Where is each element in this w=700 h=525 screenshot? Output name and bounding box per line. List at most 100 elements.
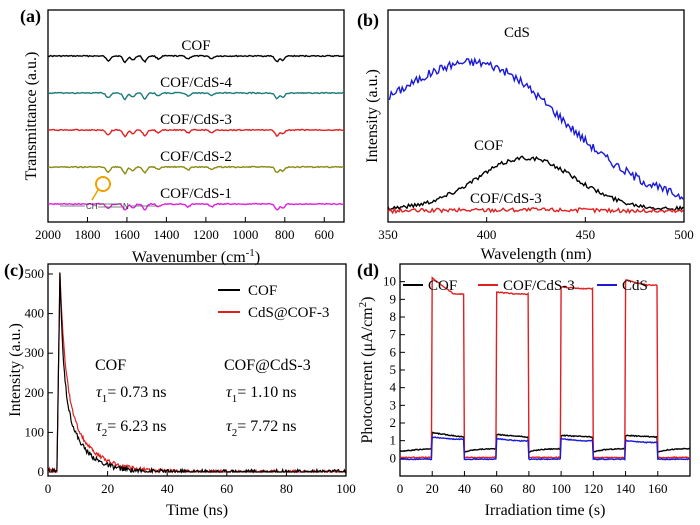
panel-a-label-cof-cds-1: COF/CdS-1 (160, 186, 232, 202)
panel-b-line-cof-cds-3 (387, 206, 684, 215)
panel-a-xtick-label: 2000 (35, 227, 61, 242)
panel-d-legend-label-cofcds3: COF/CdS-3 (503, 278, 575, 294)
panel-c-frame (47, 263, 347, 477)
panel-a-series (47, 54, 345, 211)
panel-b-xtick-label: 450 (576, 227, 596, 242)
panel-b-x-title: Wavelength (nm) (480, 246, 591, 263)
panel-a-line-cof (47, 54, 345, 64)
panel-d-xtick-label: 120 (584, 481, 604, 496)
panel-a-line-cof-cds-1 (47, 202, 345, 211)
panel-d-ytick-label: 8 (390, 309, 397, 324)
panel-b-xtick-label: 350 (378, 227, 398, 242)
panel-d-ytick-label: 10 (383, 274, 396, 289)
panel-d-ytick-label: 0 (390, 450, 397, 465)
panel-a-chem-ch: CH (86, 202, 98, 211)
panel-c-xtick-label: 60 (220, 481, 233, 496)
panel-b-line-cof (387, 155, 684, 212)
panel-a-xtick-label: 1000 (232, 227, 258, 242)
panel-c-legend: COF CdS@COF-3 (218, 283, 329, 321)
panel-a-y-title: Transmittance (a.u.) (23, 52, 40, 181)
panel-a-xtick-label: 1800 (74, 227, 100, 242)
panel-a-label-cof-cds-2: COF/CdS-2 (160, 149, 232, 165)
panel-d-legend-label-cof: COF (428, 278, 457, 294)
panel-d-axes: 0 20 40 60 80 100 120 140 160 0 1 2 3 4 5 6 7 8 9 10 (383, 274, 668, 496)
panel-d-xtick-label: 140 (616, 481, 636, 496)
panel-c-ytick-label: 200 (25, 385, 45, 400)
panel-c-left-title: COF (95, 357, 126, 374)
panel-d-y-title: Photocurrent (μA/cm2) (357, 297, 376, 444)
panel-a-xtick-label: 600 (315, 227, 335, 242)
panel-b-x-axis: 350 400 450 500 (378, 217, 694, 242)
panel-c-ytick-label: 300 (25, 345, 45, 360)
panel-a-line-cof-cds-4 (47, 91, 345, 101)
panel-d-xtick-label: 20 (426, 481, 439, 496)
panel-c-ytick-label: 500 (25, 266, 45, 281)
panel-a-x-axis: 2000 1800 1600 1400 1200 1000 800 600 (35, 217, 334, 242)
panel-c-right-tau2: τ2= 7.72 ns (226, 418, 296, 439)
panel-b-label-cof: COF (474, 138, 503, 154)
panel-c-line-cof (47, 272, 347, 475)
panel-d-ytick-label: 3 (390, 397, 397, 412)
panel-c-ytick-label: 100 (25, 424, 45, 439)
panel-d-ytick-label: 2 (390, 415, 397, 430)
panel-d-xtick-label: 100 (551, 481, 571, 496)
panel-a: (a) 2000 1800 1600 1400 1200 1000 800 600 COFCO… (20, 6, 345, 266)
panel-d-line-cof-cds-3 (399, 276, 691, 459)
panel-d-xtick-label: 160 (648, 481, 668, 496)
panel-a-highlight-circle (95, 176, 111, 192)
panel-c-right-tau1: τ1= 1.10 ns (226, 384, 296, 405)
panel-b-label: (b) (357, 10, 379, 31)
panel-b-label-cofcds3: COF/CdS-3 (470, 191, 542, 207)
panel-d-legend-label-cds: CdS (622, 278, 648, 294)
panel-d-xtick-label: 40 (458, 481, 471, 496)
panel-b-y-title: Intensity (a.u.) (364, 69, 381, 163)
panel-c-lifetimes: COF τ1= 0.73 ns τ2= 6.23 ns COF@CdS-3 τ1… (95, 357, 311, 439)
panel-d-ytick-label: 6 (390, 344, 397, 359)
panel-c-series (47, 272, 347, 475)
panel-c-xtick-label: 100 (336, 481, 356, 496)
panel-a-frame (47, 9, 345, 223)
panel-a-label-cof: COF (181, 38, 210, 54)
panel-d-xtick-label: 0 (397, 481, 404, 496)
panel-d-xtick-label: 60 (490, 481, 503, 496)
panel-c-y-title: Intensity (a.u.) (7, 323, 24, 417)
panel-a-xtick-label: 1600 (114, 227, 140, 242)
panel-d-ytick-label: 5 (390, 362, 397, 377)
panel-c-label: (c) (4, 260, 24, 281)
panel-b-xtick-label: 400 (477, 227, 497, 242)
panel-b-frame (387, 9, 685, 223)
panel-b-xtick-label: 500 (674, 227, 694, 242)
panel-d-ytick-label: 7 (390, 327, 397, 342)
panel-c-left-tau2: τ2= 6.23 ns (96, 418, 166, 439)
panel-a-line-cof-cds-3 (47, 128, 345, 138)
panel-a-annotation-arrow (91, 189, 99, 201)
panel-a-chem-annotation: CH N (60, 176, 158, 211)
panel-c-xtick-label: 0 (45, 481, 52, 496)
panel-b-series (387, 56, 684, 215)
panel-b-label-cds: CdS (504, 25, 530, 41)
panel-d-line-cof (399, 431, 691, 455)
panel-a-chem-n: N (123, 202, 129, 211)
panel-c-legend-label-cof: COF (248, 283, 277, 299)
panel-d-legend: COF COF/CdS-3 CdS (403, 278, 648, 294)
panel-d: (d) 0 20 40 60 80 100 120 140 160 0 1 2 3 4 5 6 7 8 9 10 CO… (357, 260, 691, 519)
panel-c-axes: 0 20 40 60 80 100 0 100 200 300 400 500 (25, 266, 356, 496)
panel-d-label: (d) (357, 260, 379, 281)
panel-d-series (399, 276, 691, 461)
panel-c-xtick-label: 40 (161, 481, 174, 496)
panel-a-label: (a) (20, 6, 41, 27)
panel-a-label-cof-cds-3: COF/CdS-3 (160, 112, 232, 128)
panel-c-xtick-label: 20 (101, 481, 114, 496)
panel-c-ytick-label: 400 (25, 306, 45, 321)
panel-d-x-title: Irradiation time (s) (485, 502, 606, 519)
panel-d-ytick-label: 9 (390, 291, 397, 306)
panel-c-right-title: COF@CdS-3 (224, 357, 311, 374)
panel-d-ytick-label: 1 (390, 433, 397, 448)
panel-c-legend-label-cdscof3: CdS@COF-3 (248, 305, 329, 321)
panel-c-xtick-label: 80 (280, 481, 293, 496)
panel-d-line-cds (399, 435, 691, 461)
panel-d-ytick-label: 4 (390, 380, 397, 395)
panel-c-left-tau1: τ1= 0.73 ns (96, 384, 166, 405)
